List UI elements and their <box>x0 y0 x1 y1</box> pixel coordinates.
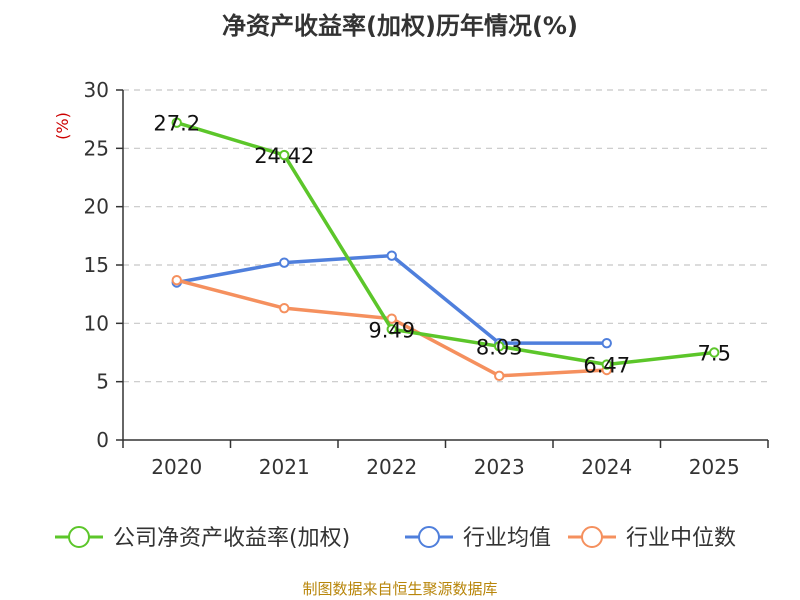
data-label-2023: 8.03 <box>476 335 523 359</box>
legend-marker-roe <box>68 526 90 548</box>
legend: 公司净资产收益率(加权) 行业均值 行业中位数 <box>55 526 736 551</box>
y-tick-label: 5 <box>96 370 109 394</box>
point-roe-2025 <box>709 347 720 358</box>
legend-label-industry_avg: 行业均值 <box>463 526 551 551</box>
point-industry_median-2022 <box>386 313 397 324</box>
point-roe-2020 <box>171 117 182 128</box>
chart-title: 净资产收益率(加权)历年情况(%) <box>222 12 578 40</box>
series-layer <box>171 117 720 382</box>
series-line-roe <box>176 120 715 367</box>
point-roe-2022 <box>386 324 397 335</box>
source-note: 制图数据来自恒生聚源数据库 <box>302 580 498 598</box>
x-tick-label-2022: 2022 <box>366 455 417 479</box>
y-tick-label: 10 <box>84 311 109 335</box>
legend-marker-industry_median <box>581 526 603 548</box>
x-tick-label-2021: 2021 <box>259 455 310 479</box>
y-tick-label: 0 <box>96 428 109 452</box>
point-industry_median-2020 <box>171 274 182 286</box>
point-industry_median-2023 <box>494 370 505 382</box>
point-roe-2021 <box>279 149 290 161</box>
point-roe-2023 <box>494 341 505 352</box>
legend-label-industry_median: 行业中位数 <box>626 526 736 551</box>
point-roe-2024 <box>601 359 612 370</box>
point-industry_avg-2021 <box>279 257 290 268</box>
y-tick-label: 30 <box>84 78 109 102</box>
x-tick-label-2023: 2023 <box>474 455 525 479</box>
point-industry_avg-2024 <box>601 337 612 349</box>
y-tick-label: 15 <box>84 253 109 277</box>
x-tick-label-2024: 2024 <box>581 455 632 479</box>
x-tick-label-2020: 2020 <box>151 455 202 479</box>
x-tick-label-2025: 2025 <box>689 455 740 479</box>
y-tick-label: 20 <box>84 195 109 219</box>
point-industry_avg-2022 <box>386 250 397 261</box>
data-label-2025: 7.5 <box>698 342 731 366</box>
legend-label-roe: 公司净资产收益率(加权) <box>113 526 350 551</box>
point-industry_median-2021 <box>279 302 290 314</box>
data-label-2024: 6.47 <box>583 354 630 378</box>
y-tick-label: 25 <box>84 136 109 160</box>
grid-layer <box>123 89 768 383</box>
data-label-2021: 24.42 <box>254 144 314 168</box>
legend-marker-industry_avg <box>418 526 440 548</box>
data-label-2022: 9.49 <box>368 318 415 342</box>
data-label-2020: 27.2 <box>153 112 200 136</box>
label-layer: 27.2 24.42 9.49 8.03 6.47 7.5 <box>153 112 731 378</box>
y-axis-label: (%) <box>53 112 72 140</box>
